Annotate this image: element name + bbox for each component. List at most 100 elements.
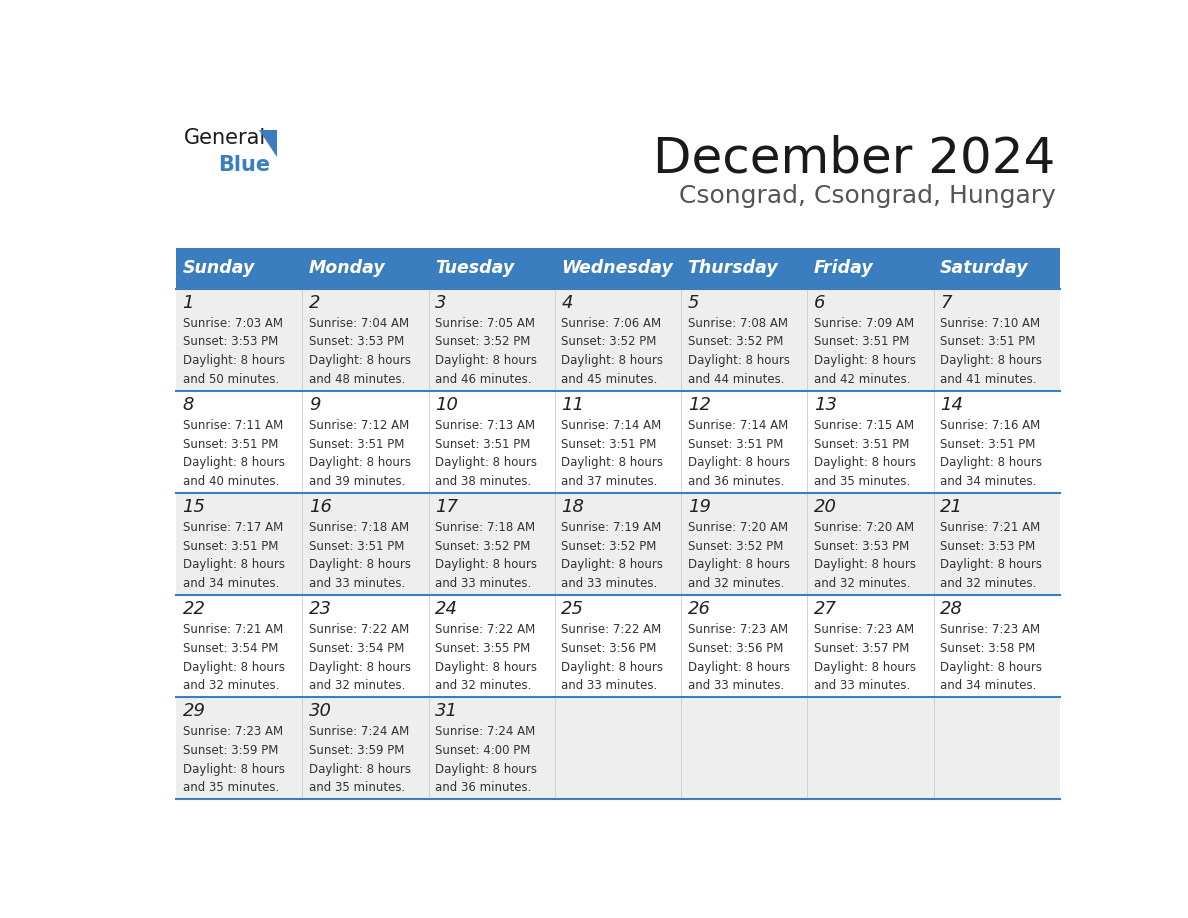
Text: and 40 minutes.: and 40 minutes. bbox=[183, 476, 279, 488]
Text: Sunset: 3:56 PM: Sunset: 3:56 PM bbox=[688, 642, 783, 655]
Text: Daylight: 8 hours: Daylight: 8 hours bbox=[688, 558, 790, 572]
Text: and 34 minutes.: and 34 minutes. bbox=[183, 577, 279, 590]
Text: Daylight: 8 hours: Daylight: 8 hours bbox=[562, 661, 663, 674]
Text: Sunset: 3:51 PM: Sunset: 3:51 PM bbox=[309, 438, 404, 451]
Text: Daylight: 8 hours: Daylight: 8 hours bbox=[688, 456, 790, 469]
Text: Thursday: Thursday bbox=[688, 260, 778, 277]
Text: Sunset: 3:51 PM: Sunset: 3:51 PM bbox=[435, 438, 531, 451]
Text: Blue: Blue bbox=[219, 155, 271, 174]
Text: 12: 12 bbox=[688, 396, 710, 414]
Text: 13: 13 bbox=[814, 396, 836, 414]
Text: Daylight: 8 hours: Daylight: 8 hours bbox=[183, 558, 285, 572]
Text: and 36 minutes.: and 36 minutes. bbox=[688, 476, 784, 488]
Text: Sunrise: 7:17 AM: Sunrise: 7:17 AM bbox=[183, 521, 283, 533]
Text: Daylight: 8 hours: Daylight: 8 hours bbox=[309, 763, 411, 776]
Text: General: General bbox=[183, 128, 266, 148]
Text: 3: 3 bbox=[435, 294, 447, 312]
Text: Daylight: 8 hours: Daylight: 8 hours bbox=[940, 661, 1042, 674]
Text: Daylight: 8 hours: Daylight: 8 hours bbox=[309, 456, 411, 469]
Text: Sunset: 3:52 PM: Sunset: 3:52 PM bbox=[688, 540, 783, 553]
Text: Sunrise: 7:21 AM: Sunrise: 7:21 AM bbox=[183, 622, 283, 636]
Text: Sunrise: 7:19 AM: Sunrise: 7:19 AM bbox=[562, 521, 662, 533]
Text: Sunrise: 7:10 AM: Sunrise: 7:10 AM bbox=[940, 317, 1041, 330]
Bar bbox=[681, 391, 808, 493]
Text: Daylight: 8 hours: Daylight: 8 hours bbox=[688, 354, 790, 367]
Text: and 32 minutes.: and 32 minutes. bbox=[309, 679, 405, 692]
Text: and 32 minutes.: and 32 minutes. bbox=[688, 577, 784, 590]
Bar bbox=[808, 289, 934, 391]
Text: 7: 7 bbox=[940, 294, 952, 312]
Text: Sunset: 3:51 PM: Sunset: 3:51 PM bbox=[814, 438, 909, 451]
Text: Daylight: 8 hours: Daylight: 8 hours bbox=[562, 558, 663, 572]
Bar bbox=[303, 595, 429, 698]
Text: December 2024: December 2024 bbox=[653, 135, 1055, 183]
Text: Sunrise: 7:24 AM: Sunrise: 7:24 AM bbox=[435, 725, 536, 738]
Text: Sunset: 3:54 PM: Sunset: 3:54 PM bbox=[309, 642, 404, 655]
Bar bbox=[555, 248, 681, 289]
Bar bbox=[176, 493, 303, 595]
Text: Sunrise: 7:04 AM: Sunrise: 7:04 AM bbox=[309, 317, 409, 330]
Text: Daylight: 8 hours: Daylight: 8 hours bbox=[435, 558, 537, 572]
Text: Sunrise: 7:22 AM: Sunrise: 7:22 AM bbox=[562, 622, 662, 636]
Bar bbox=[303, 391, 429, 493]
Bar bbox=[681, 698, 808, 800]
Text: and 33 minutes.: and 33 minutes. bbox=[435, 577, 531, 590]
Bar bbox=[429, 493, 555, 595]
Bar bbox=[555, 493, 681, 595]
Text: 23: 23 bbox=[309, 600, 331, 618]
Text: 8: 8 bbox=[183, 396, 194, 414]
Bar bbox=[934, 289, 1060, 391]
Text: Daylight: 8 hours: Daylight: 8 hours bbox=[814, 558, 916, 572]
Text: Daylight: 8 hours: Daylight: 8 hours bbox=[309, 558, 411, 572]
Text: Sunrise: 7:09 AM: Sunrise: 7:09 AM bbox=[814, 317, 914, 330]
Bar bbox=[681, 248, 808, 289]
Text: Sunset: 3:52 PM: Sunset: 3:52 PM bbox=[562, 540, 657, 553]
Text: Sunset: 3:51 PM: Sunset: 3:51 PM bbox=[183, 540, 278, 553]
Text: 24: 24 bbox=[435, 600, 459, 618]
Bar bbox=[555, 289, 681, 391]
Bar bbox=[429, 595, 555, 698]
Text: 22: 22 bbox=[183, 600, 206, 618]
Bar bbox=[176, 248, 303, 289]
Text: 21: 21 bbox=[940, 498, 963, 516]
Text: Sunset: 3:51 PM: Sunset: 3:51 PM bbox=[309, 540, 404, 553]
Text: Saturday: Saturday bbox=[940, 260, 1029, 277]
Text: Sunset: 3:52 PM: Sunset: 3:52 PM bbox=[435, 540, 531, 553]
Bar bbox=[808, 595, 934, 698]
Text: Sunrise: 7:16 AM: Sunrise: 7:16 AM bbox=[940, 419, 1041, 431]
Text: 10: 10 bbox=[435, 396, 459, 414]
Text: Sunrise: 7:13 AM: Sunrise: 7:13 AM bbox=[435, 419, 536, 431]
Text: Daylight: 8 hours: Daylight: 8 hours bbox=[562, 456, 663, 469]
Bar bbox=[303, 698, 429, 800]
Bar bbox=[681, 493, 808, 595]
Text: Friday: Friday bbox=[814, 260, 873, 277]
Bar bbox=[934, 493, 1060, 595]
Text: Sunrise: 7:24 AM: Sunrise: 7:24 AM bbox=[309, 725, 409, 738]
Text: Sunset: 3:56 PM: Sunset: 3:56 PM bbox=[562, 642, 657, 655]
Text: and 33 minutes.: and 33 minutes. bbox=[562, 679, 658, 692]
Text: Sunset: 3:52 PM: Sunset: 3:52 PM bbox=[435, 335, 531, 349]
Text: Sunrise: 7:18 AM: Sunrise: 7:18 AM bbox=[309, 521, 409, 533]
Text: and 32 minutes.: and 32 minutes. bbox=[435, 679, 531, 692]
Text: and 50 minutes.: and 50 minutes. bbox=[183, 374, 279, 386]
Text: and 33 minutes.: and 33 minutes. bbox=[309, 577, 405, 590]
Text: and 35 minutes.: and 35 minutes. bbox=[814, 476, 910, 488]
Text: Sunset: 3:57 PM: Sunset: 3:57 PM bbox=[814, 642, 909, 655]
Text: Sunset: 3:53 PM: Sunset: 3:53 PM bbox=[940, 540, 1036, 553]
Text: Sunset: 3:53 PM: Sunset: 3:53 PM bbox=[309, 335, 404, 349]
Text: Sunrise: 7:15 AM: Sunrise: 7:15 AM bbox=[814, 419, 914, 431]
Text: 14: 14 bbox=[940, 396, 963, 414]
Bar bbox=[808, 391, 934, 493]
Text: and 36 minutes.: and 36 minutes. bbox=[435, 781, 531, 794]
Text: Sunset: 3:51 PM: Sunset: 3:51 PM bbox=[940, 438, 1036, 451]
Text: 4: 4 bbox=[562, 294, 573, 312]
Text: Sunrise: 7:21 AM: Sunrise: 7:21 AM bbox=[940, 521, 1041, 533]
Text: Sunset: 3:52 PM: Sunset: 3:52 PM bbox=[688, 335, 783, 349]
Text: Sunset: 3:52 PM: Sunset: 3:52 PM bbox=[562, 335, 657, 349]
Text: Daylight: 8 hours: Daylight: 8 hours bbox=[940, 456, 1042, 469]
Text: Sunrise: 7:18 AM: Sunrise: 7:18 AM bbox=[435, 521, 536, 533]
Text: 28: 28 bbox=[940, 600, 963, 618]
Text: 31: 31 bbox=[435, 702, 459, 721]
Text: Daylight: 8 hours: Daylight: 8 hours bbox=[183, 763, 285, 776]
Bar bbox=[429, 391, 555, 493]
